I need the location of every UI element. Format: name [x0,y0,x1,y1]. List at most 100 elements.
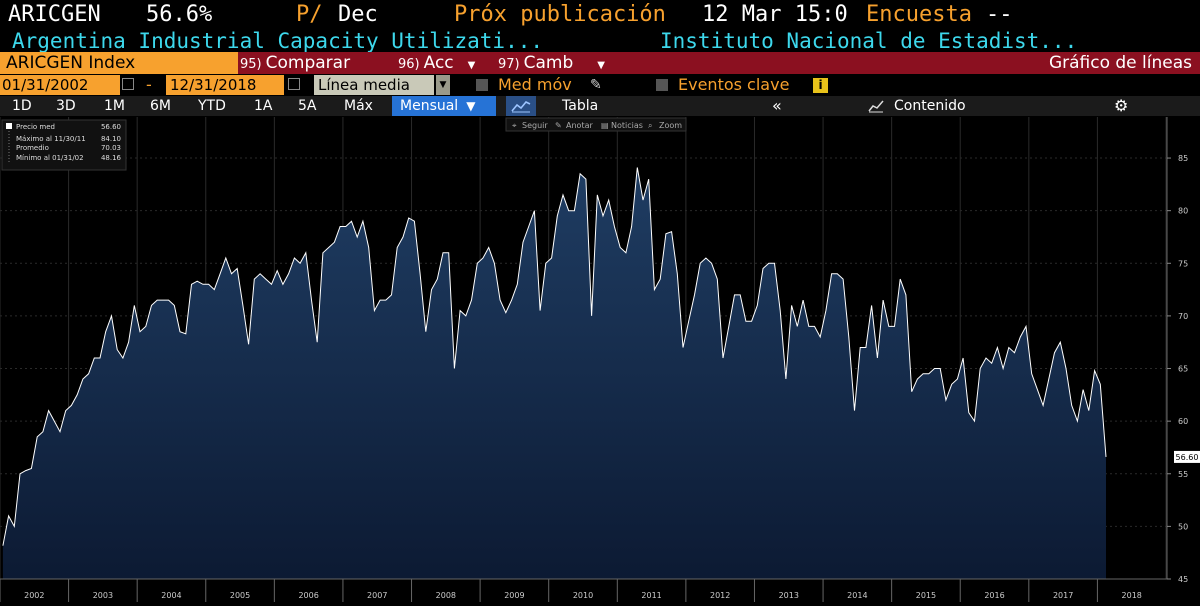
tool-annotate[interactable]: Anotar [566,121,593,130]
x-tick-label: 2003 [93,591,113,600]
news-icon[interactable]: ▤ [601,121,609,130]
survey-label: Encuesta [866,2,972,27]
change-button[interactable]: 97) Camb ▼ [498,52,624,74]
actions-label: Acc [423,53,454,73]
y-tick-label: 80 [1178,207,1188,216]
security-source: Instituto Nacional de Estadist... [660,29,1078,53]
x-tick-label: 2014 [847,591,867,600]
frequency-select[interactable]: Mensual ▼ [392,96,496,116]
legend-row-label: Promedio [16,144,49,152]
legend: Precio med 56.60 Máximo al 11/30/11 84.1… [1,119,127,171]
compare-label: Comparar [265,53,351,73]
legend-row-value: 48.16 [101,154,122,162]
legend-row-value: 84.10 [101,135,121,143]
x-tick-label: 2007 [367,591,387,600]
annotate-icon[interactable]: ✎ [555,121,562,130]
x-tick-label: 2018 [1122,591,1142,600]
y-tick-label: 45 [1178,575,1188,584]
follow-icon[interactable]: ⌖ [512,121,517,130]
range-5a[interactable]: 5A [298,98,317,114]
range-3d[interactable]: 3D [56,98,76,114]
y-tick-label: 85 [1178,154,1188,163]
frequency-label: Mensual [400,98,459,114]
series-line [2,167,1107,546]
range-6m[interactable]: 6M [150,98,171,114]
change-label: Camb [523,53,574,73]
start-date-field[interactable]: 01/31/2002 [0,75,120,95]
tool-follow[interactable]: Seguir [522,121,548,130]
security-field[interactable]: ARICGEN Index [0,52,238,74]
legend-row-value: 56.60 [101,123,121,131]
range-1d[interactable]: 1D [12,98,32,114]
change-dropdown-icon: ▼ [597,60,605,71]
date-separator: - [146,75,152,94]
function-bar: ARICGEN Index 95) Comparar 96) Acc ▼ 97) Cam… [0,52,1200,74]
compare-number: 95) [240,57,262,72]
collapse-icon[interactable]: « [772,96,782,115]
header-row-top: ARICGEN 56.6% P/ Dec Próx publicación 12… [0,0,1200,28]
line-type-dropdown-icon[interactable]: ▼ [436,75,450,95]
x-tick-label: 2006 [298,591,318,600]
end-date-field[interactable]: 12/31/2018 [166,75,284,95]
range-1a[interactable]: 1A [254,98,273,114]
chart-type-label[interactable]: Gráfico de líneas [1048,53,1192,73]
series-area [2,167,1106,579]
chart-tools: ⌖ Seguir ✎ Anotar ▤ Noticias ⌕ Zoom [505,117,687,132]
x-tick-label: 2005 [230,591,250,600]
line-chart[interactable]: 45 50 55 60 65 70 75 80 85 2002 2003 2004 2005 2006 2… [0,117,1200,602]
compare-button[interactable]: 95) Comparar [240,52,390,74]
zoom-icon[interactable]: ⌕ [648,121,652,130]
tool-zoom[interactable]: Zoom [659,121,682,130]
x-tick-label: 2010 [573,591,593,600]
legend-row-label: Mínimo al 01/31/02 [16,154,84,162]
x-tick-label: 2015 [916,591,936,600]
actions-dropdown-icon: ▼ [467,60,476,71]
y-tick-label: 65 [1178,365,1188,374]
tool-news[interactable]: Noticias [611,121,643,130]
pencil-icon[interactable]: ✎ [590,77,602,93]
y-tick-label: 50 [1178,522,1188,531]
start-calendar-icon[interactable] [122,78,134,90]
period-value: Dec [338,2,378,27]
period-label: P/ [296,2,323,27]
last-value-tag: 56.60 [1174,450,1200,463]
y-tick-label: 60 [1178,417,1188,426]
legend-row-label: Máximo al 11/30/11 [16,135,86,143]
key-events-checkbox[interactable] [656,79,668,91]
x-tick-label: 2012 [710,591,730,600]
chart-area: 45 50 55 60 65 70 75 80 85 2002 2003 2004 2005 2006 2… [0,117,1200,602]
moving-average-checkbox[interactable] [476,79,488,91]
moving-average-label: Med móv [498,75,572,94]
x-tick-label: 2008 [436,591,456,600]
x-tick-label: 2004 [161,591,181,600]
next-publication-value: 12 Mar 15:0 [702,2,848,27]
table-button[interactable]: Tabla [562,98,599,114]
x-tick-label: 2016 [984,591,1004,600]
info-icon[interactable]: i [813,78,828,93]
x-tick-label: 2017 [1053,591,1073,600]
contents-icon[interactable] [868,96,884,116]
current-value: 56.6% [146,2,213,27]
survey-value: -- [986,2,1013,27]
actions-button[interactable]: 96) Acc ▼ [398,52,490,74]
x-tick-label: 2013 [779,591,799,600]
last-value-label: 56.60 [1176,453,1199,462]
range-1m[interactable]: 1M [104,98,125,114]
contents-button[interactable]: Contenido [894,98,966,114]
line-chart-icon[interactable] [506,96,536,116]
range-bar: 1D 3D 1M 6M YTD 1A 5A Máx Mensual ▼ Tabla… [0,96,1200,116]
y-tick-label: 75 [1178,259,1188,268]
legend-swatch [6,123,12,129]
header-row-description: Argentina Industrial Capacity Utilizati.… [0,28,1200,53]
legend-row-value: 70.03 [101,144,121,152]
gear-icon[interactable]: ⚙ [1114,96,1129,115]
actions-number: 96) [398,57,420,72]
x-tick-label: 2002 [24,591,44,600]
range-max[interactable]: Máx [344,98,373,114]
y-tick-label: 70 [1178,312,1188,321]
x-tick-label: 2011 [641,591,661,600]
range-ytd[interactable]: YTD [198,98,226,114]
line-type-select[interactable]: Línea media [314,75,434,95]
change-number: 97) [498,57,520,72]
end-calendar-icon[interactable] [288,78,300,90]
